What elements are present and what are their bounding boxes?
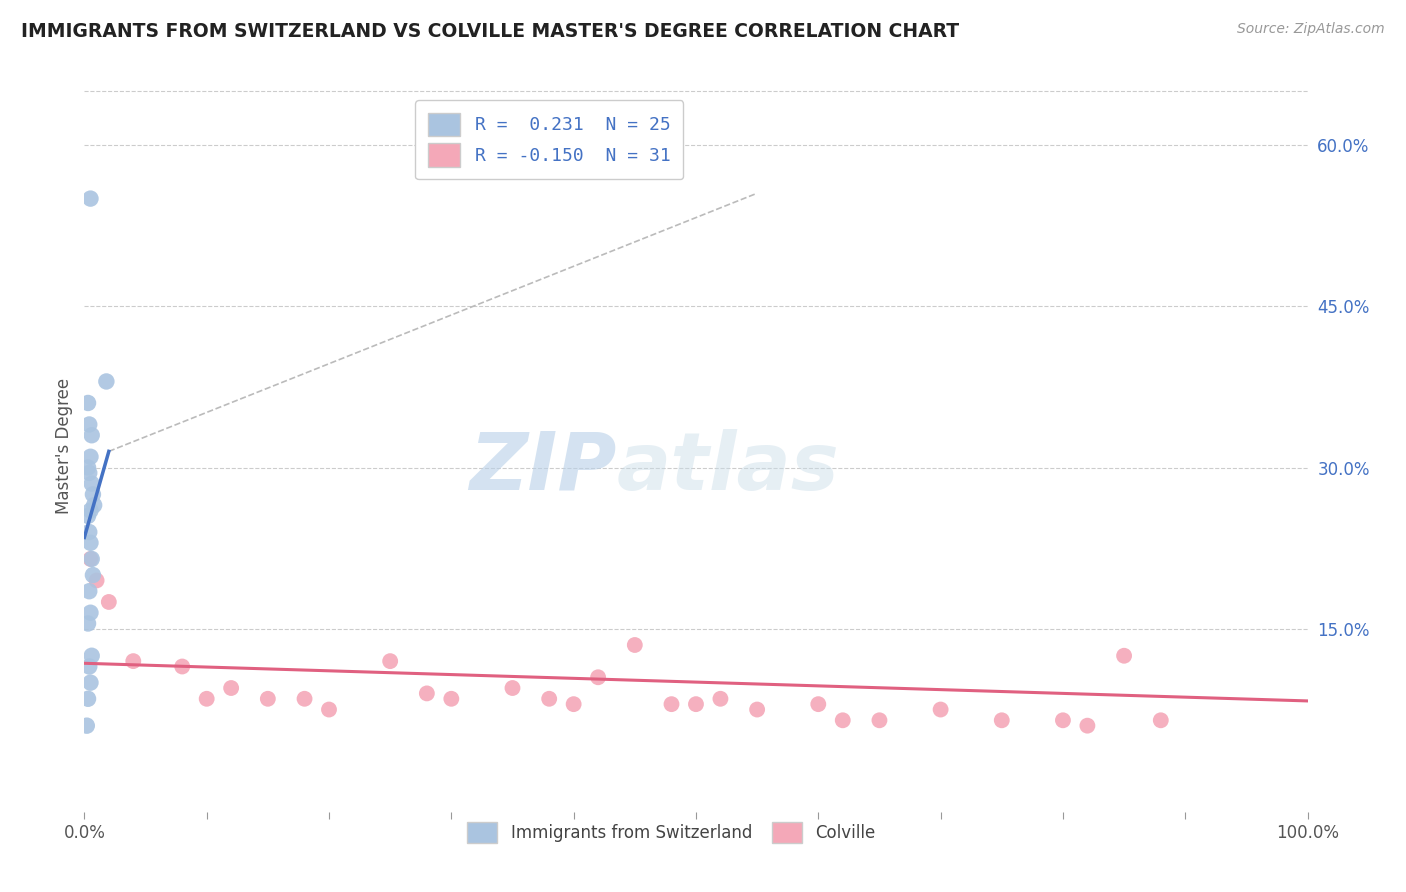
Point [416,686,439,700]
Point [79,536,101,550]
Point [83,498,105,512]
Point [172,659,194,673]
Point [79,552,101,566]
Point [79,606,101,620]
Point [831,714,853,728]
Point [79,503,101,517]
Point [77,616,100,631]
Point [80,648,103,663]
Point [219,681,242,695]
Point [1114,648,1136,663]
Point [77,691,100,706]
Point [195,691,218,706]
Point [502,681,524,695]
Legend: Immigrants from Switzerland, Colville: Immigrants from Switzerland, Colville [456,810,887,855]
Point [661,697,683,711]
Point [869,714,891,728]
Point [77,508,100,523]
Point [80,476,103,491]
Point [82,487,104,501]
Point [77,524,100,539]
Point [257,691,280,706]
Point [80,428,103,442]
Text: IMMIGRANTS FROM SWITZERLAND VS COLVILLE MASTER'S DEGREE CORRELATION CHART: IMMIGRANTS FROM SWITZERLAND VS COLVILLE … [21,22,959,41]
Text: Source: ZipAtlas.com: Source: ZipAtlas.com [1237,22,1385,37]
Point [79,675,101,690]
Point [77,466,100,480]
Point [294,691,316,706]
Point [77,584,100,599]
Text: atlas: atlas [616,429,839,507]
Point [685,697,707,711]
Point [79,450,101,464]
Point [709,691,731,706]
Point [77,659,100,673]
Point [97,595,120,609]
Point [624,638,647,652]
Point [79,192,101,206]
Point [380,654,402,668]
Point [77,396,100,410]
Point [747,702,769,716]
Point [991,714,1014,728]
Point [77,417,100,432]
Point [77,460,100,475]
Point [76,719,98,733]
Point [586,670,609,684]
Point [807,697,830,711]
Point [1150,714,1173,728]
Point [318,702,340,716]
Point [538,691,561,706]
Point [1052,714,1074,728]
Point [122,654,145,668]
Point [440,691,463,706]
Text: ZIP: ZIP [470,429,616,507]
Point [80,552,103,566]
Point [929,702,952,716]
Point [86,574,108,588]
Point [1076,719,1098,733]
Point [82,568,104,582]
Point [96,375,118,389]
Y-axis label: Master's Degree: Master's Degree [55,378,73,514]
Point [562,697,585,711]
